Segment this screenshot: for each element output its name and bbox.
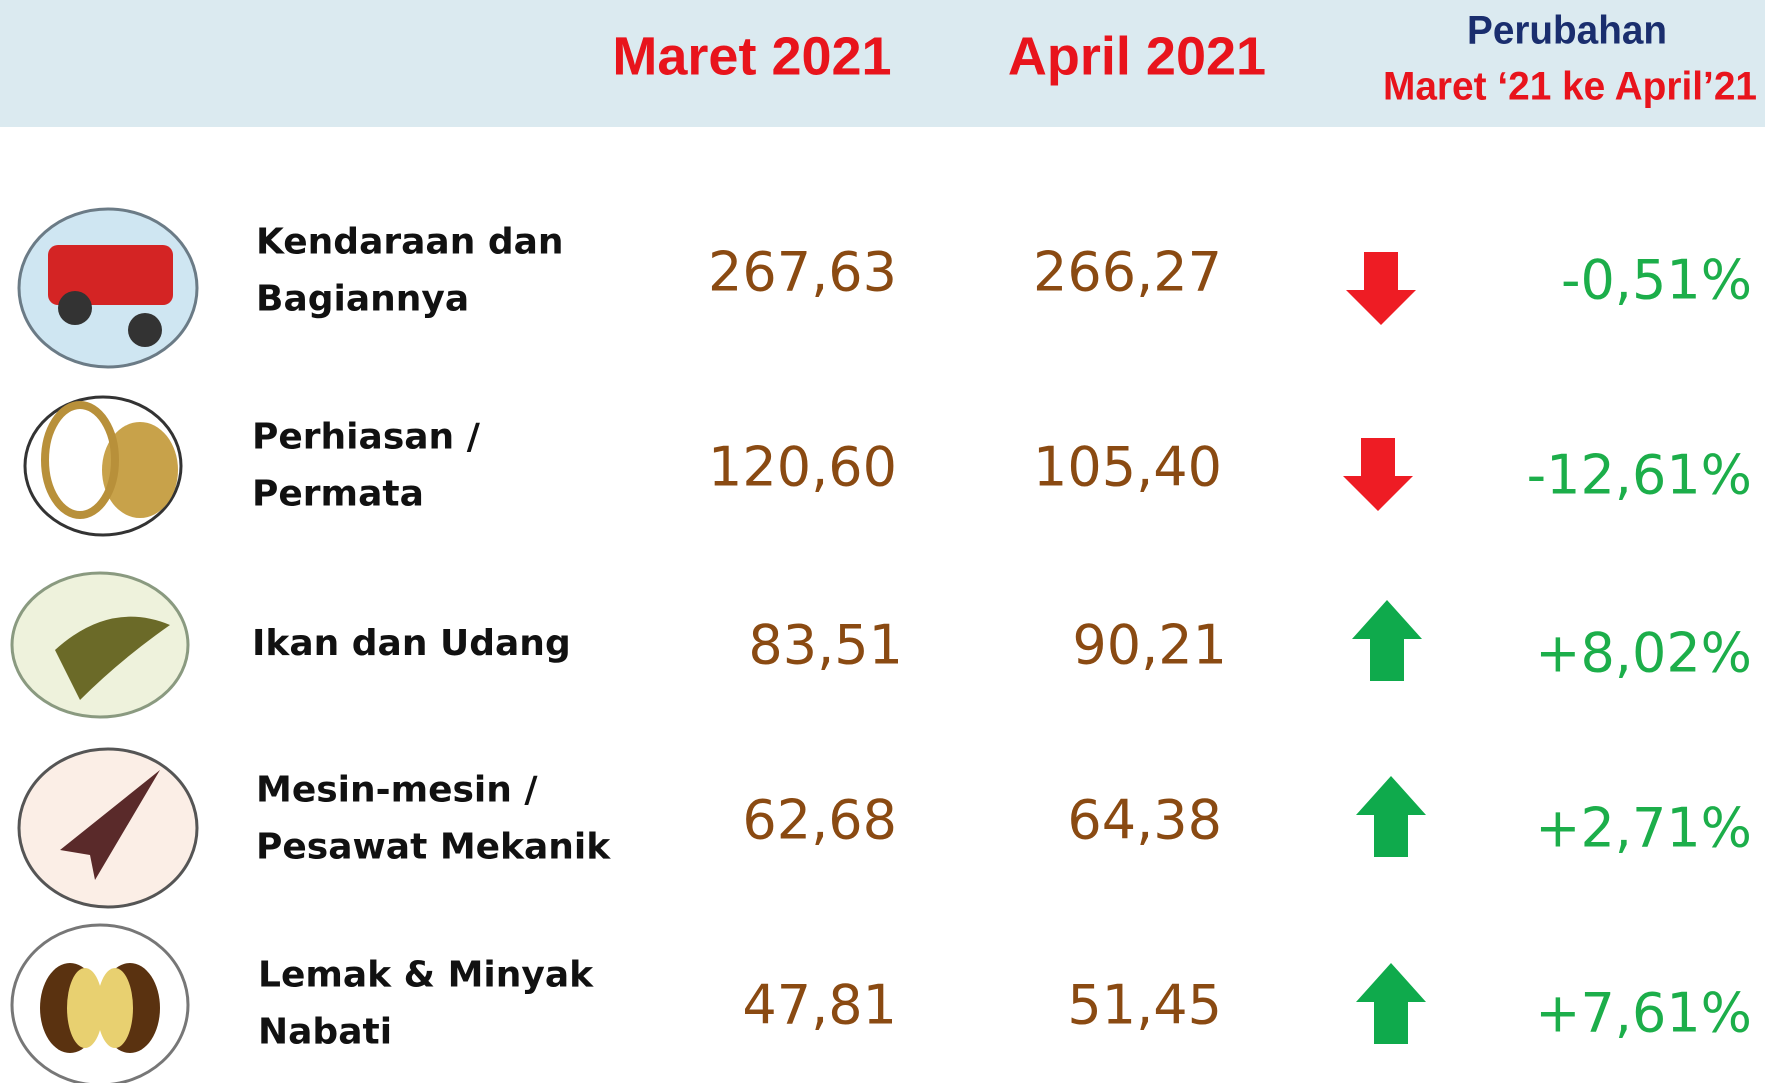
march-value: 62,68 — [742, 789, 897, 852]
row-name: Permata — [252, 474, 424, 515]
icon-ring — [102, 422, 178, 518]
icon-wheel — [58, 291, 92, 325]
row-name: Nabati — [258, 1012, 392, 1053]
change-value: +8,02% — [1535, 622, 1752, 685]
column-header: Maret 2021 — [612, 26, 891, 86]
change-subtitle: Maret ‘21 ke April’21 — [1383, 65, 1757, 109]
icon-car-body — [48, 245, 173, 305]
icon-wheel — [128, 313, 162, 347]
change-value: -12,61% — [1527, 444, 1752, 507]
march-value: 47,81 — [742, 974, 897, 1037]
march-value: 83,51 — [748, 614, 903, 677]
april-value: 51,45 — [1067, 974, 1222, 1037]
column-header: April 2021 — [1008, 26, 1266, 86]
row-name: Lemak & Minyak — [258, 955, 594, 996]
april-value: 105,40 — [1033, 436, 1222, 499]
icon-nut-meat — [67, 968, 103, 1048]
row-name: Mesin-mesin / — [256, 770, 538, 811]
icons — [10, 207, 199, 1083]
arrow-down — [1343, 438, 1413, 511]
change-title: Perubahan — [1467, 9, 1667, 53]
march-value: 120,60 — [708, 436, 897, 499]
row-name: Perhiasan / — [252, 417, 481, 458]
april-value: 266,27 — [1033, 241, 1222, 304]
change-value: +2,71% — [1535, 797, 1752, 860]
arrow-up — [1352, 600, 1422, 681]
march-value: 267,63 — [708, 241, 897, 304]
header-band — [0, 0, 1765, 127]
icon-nut-meat — [97, 968, 133, 1048]
row-name: Bagiannya — [256, 279, 469, 320]
row-name: Ikan dan Udang — [252, 623, 571, 664]
april-value: 90,21 — [1072, 614, 1227, 677]
april-value: 64,38 — [1067, 789, 1222, 852]
row-name: Kendaraan dan — [256, 222, 564, 263]
icon-rocket-body — [60, 770, 160, 880]
arrows — [1343, 252, 1426, 1044]
change-value: -0,51% — [1561, 249, 1752, 312]
row-name: Pesawat Mekanik — [256, 827, 611, 868]
arrow-up — [1356, 776, 1426, 857]
change-value: +7,61% — [1535, 982, 1752, 1045]
icon-ring — [41, 401, 119, 519]
arrow-up — [1356, 963, 1426, 1044]
icon-fish-body — [55, 616, 170, 700]
arrow-down — [1346, 252, 1416, 325]
